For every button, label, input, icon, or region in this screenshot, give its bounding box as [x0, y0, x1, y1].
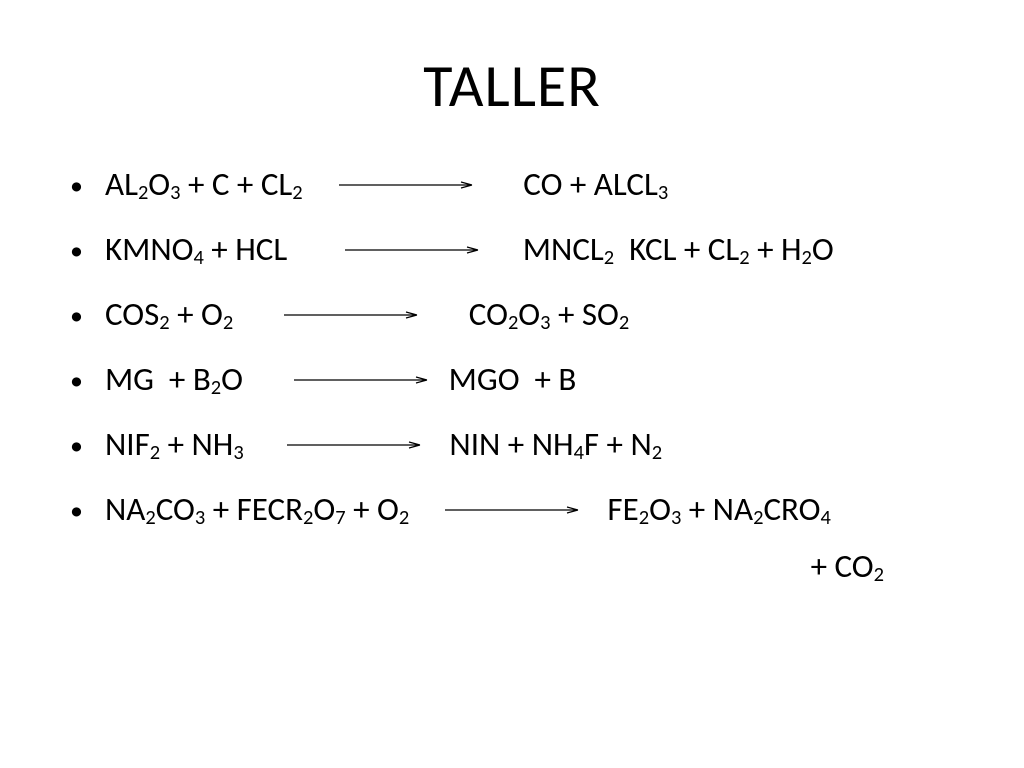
slide-title: TALLER — [60, 50, 964, 123]
equation-rhs: CO2O3 + SO2 — [424, 298, 629, 331]
equation-rhs: FE2O3 + NA2CRO4 — [585, 493, 831, 526]
equation-item: COS2 + O2 CO2O3 + SO2 — [70, 298, 964, 331]
equation-item: AL2O3 + C + CL2 CO + ALCL3 — [70, 168, 964, 201]
equation-rhs: MNCL2 KCL + CL2 + H2O — [485, 233, 833, 266]
reaction-arrow-icon — [294, 373, 428, 387]
reaction-arrow-icon — [284, 308, 418, 322]
equation-lhs: MG + B2O — [105, 363, 288, 396]
reaction-arrow-icon — [339, 178, 473, 192]
equation-lhs: NIF2 + NH3 — [105, 428, 281, 461]
equation-rhs: MGO + B — [434, 363, 577, 396]
equation-rhs: NIN + NH4F + N2 — [427, 428, 662, 461]
equation-lhs: KMNO4 + HCL — [105, 233, 340, 266]
equation-lhs: NA2CO3 + FECR2O7 + O2 — [105, 493, 439, 526]
equation-rhs: CO + ALCL3 — [479, 168, 669, 201]
equation-continuation: + CO2 — [70, 546, 964, 586]
equation-lhs: AL2O3 + C + CL2 — [105, 168, 333, 201]
equation-item: NIF2 + NH3 NIN + NH4F + N2 — [70, 428, 964, 461]
equations-list: AL2O3 + C + CL2 CO + ALCL3 KMNO4 + HCL MN… — [60, 168, 964, 586]
reaction-arrow-icon — [345, 243, 479, 257]
reaction-arrow-icon — [287, 438, 421, 452]
equation-lhs: COS2 + O2 — [105, 298, 278, 331]
equation-item: NA2CO3 + FECR2O7 + O2 FE2O3 + NA2CRO4 — [70, 493, 964, 526]
equation-item: MG + B2O MGO + B — [70, 363, 964, 396]
equation-item: KMNO4 + HCL MNCL2 KCL + CL2 + H2O — [70, 233, 964, 266]
reaction-arrow-icon — [445, 503, 579, 517]
